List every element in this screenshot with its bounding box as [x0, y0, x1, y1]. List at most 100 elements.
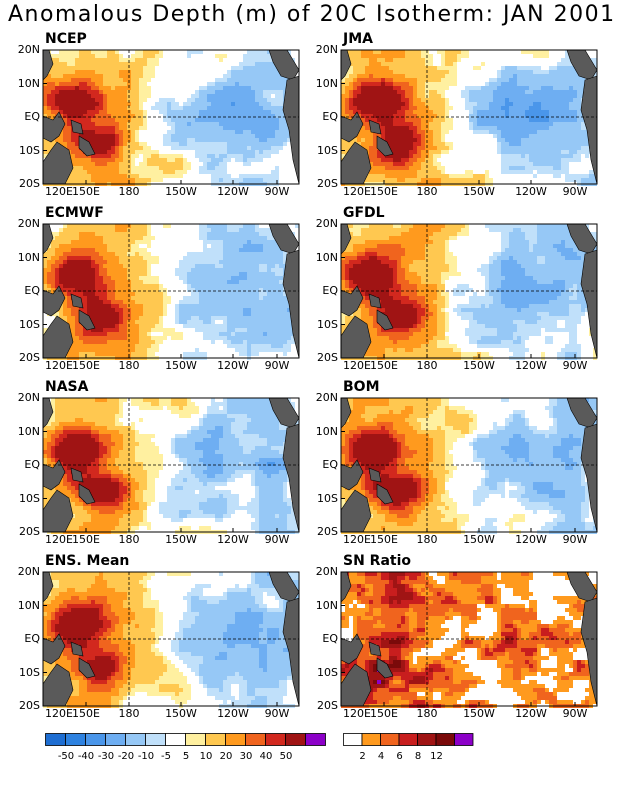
lat-label: 10S — [317, 143, 338, 157]
land-mass — [340, 459, 364, 491]
lon-label: 150W — [165, 359, 197, 372]
lat-label: 20N — [17, 217, 40, 230]
lat-label: 10S — [317, 317, 338, 331]
anomaly-colorbar: -50 -40 -30 -20 -10 -5 5 10 20 30 40 50 — [45, 733, 330, 773]
lat-label: 10S — [19, 317, 40, 331]
lat-label: 20S — [19, 177, 40, 190]
lon-label: 150W — [463, 185, 495, 198]
map-field — [340, 571, 598, 708]
lon-label: 150E — [72, 533, 100, 546]
lat-label: 10N — [17, 424, 40, 438]
colorbar-swatch — [265, 733, 286, 746]
lon-label: 120W — [515, 533, 547, 546]
land-mass — [70, 641, 84, 657]
land-mass — [340, 111, 364, 143]
lat-label: EQ — [24, 110, 40, 123]
lon-label: 120E — [343, 359, 371, 372]
lon-label: 150E — [370, 707, 398, 720]
land-mass — [42, 633, 66, 665]
lon-label: 120E — [45, 533, 73, 546]
lat-label: 20S — [317, 351, 338, 364]
colorbar-swatch — [145, 733, 166, 746]
colorbar-swatch — [435, 733, 455, 746]
lat-label: 20S — [317, 177, 338, 190]
lon-label: 150W — [165, 707, 197, 720]
lat-label: 10N — [17, 250, 40, 264]
lat-label: 10S — [317, 491, 338, 505]
land-mass — [376, 135, 394, 157]
colorbar-label: -40 — [77, 751, 95, 762]
lat-label: 20N — [315, 43, 338, 56]
lon-label: 120W — [217, 707, 249, 720]
panel-title: NASA — [45, 379, 89, 395]
lat-label: 10S — [19, 491, 40, 505]
land-mass — [70, 293, 84, 309]
land-mass — [42, 459, 66, 491]
lon-label: 150W — [165, 185, 197, 198]
lat-label: 10S — [19, 143, 40, 157]
map-field — [340, 397, 598, 534]
lon-label: 180 — [118, 359, 140, 372]
lat-label: 10N — [17, 598, 40, 612]
lat-label: 20S — [317, 699, 338, 712]
colorbar-label: -50 — [57, 751, 75, 762]
land-mass — [70, 119, 84, 135]
lon-label: 180 — [416, 359, 438, 372]
lon-label: 150W — [463, 707, 495, 720]
colorbar-swatch — [65, 733, 86, 746]
lon-label: 120E — [45, 185, 73, 198]
panel-title: ENS. Mean — [45, 553, 130, 569]
lat-label: 20S — [19, 351, 40, 364]
colorbar-swatch — [85, 733, 106, 746]
land-mass — [376, 309, 394, 331]
map-panel — [340, 571, 598, 708]
colorbar-label: 6 — [396, 751, 403, 762]
lon-label: 120E — [45, 359, 73, 372]
map-panel — [42, 397, 300, 534]
lon-label: 180 — [118, 185, 140, 198]
colorbar-label: 2 — [359, 751, 366, 762]
map-panel — [42, 223, 300, 360]
map-field — [42, 223, 300, 360]
lon-label: 150E — [72, 185, 100, 198]
lat-label: EQ — [322, 458, 338, 471]
map-field — [42, 571, 300, 708]
colorbar-label: 20 — [219, 751, 233, 762]
colorbar-swatch — [361, 733, 381, 746]
colorbar-label: -30 — [97, 751, 115, 762]
lat-label: 20N — [17, 565, 40, 578]
colorbar-swatch — [165, 733, 186, 746]
lon-label: 180 — [416, 533, 438, 546]
panel-title: SN Ratio — [343, 553, 412, 569]
map-panel — [340, 49, 598, 186]
colorbar-swatch — [185, 733, 206, 746]
lat-label: 20S — [19, 525, 40, 538]
lon-label: 120E — [45, 707, 73, 720]
land-mass — [78, 309, 96, 331]
lon-label: 150E — [370, 359, 398, 372]
figure-title: Anomalous Depth (m) of 20C Isotherm: JAN… — [8, 2, 616, 27]
land-mass — [78, 483, 96, 505]
lon-label: 150E — [72, 707, 100, 720]
land-mass — [340, 285, 364, 317]
map-field — [42, 397, 300, 534]
land-mass — [376, 657, 394, 679]
colorbar-swatch — [45, 733, 66, 746]
lat-label: EQ — [322, 284, 338, 297]
lon-label: 150E — [370, 533, 398, 546]
lat-label: 20N — [17, 391, 40, 404]
land-mass — [70, 467, 84, 483]
colorbar-strip — [343, 733, 474, 746]
colorbar-label: -20 — [117, 751, 135, 762]
map-field — [340, 223, 598, 360]
map-field — [42, 49, 300, 186]
lon-label: 150W — [165, 533, 197, 546]
lat-label: 10N — [315, 598, 338, 612]
lon-label: 120W — [217, 533, 249, 546]
lon-label: 90W — [562, 359, 588, 372]
lon-label: 90W — [562, 533, 588, 546]
lat-label: 10N — [17, 76, 40, 90]
colorbar-label: -5 — [161, 751, 171, 762]
lon-label: 90W — [264, 707, 290, 720]
lat-label: 10S — [19, 665, 40, 679]
